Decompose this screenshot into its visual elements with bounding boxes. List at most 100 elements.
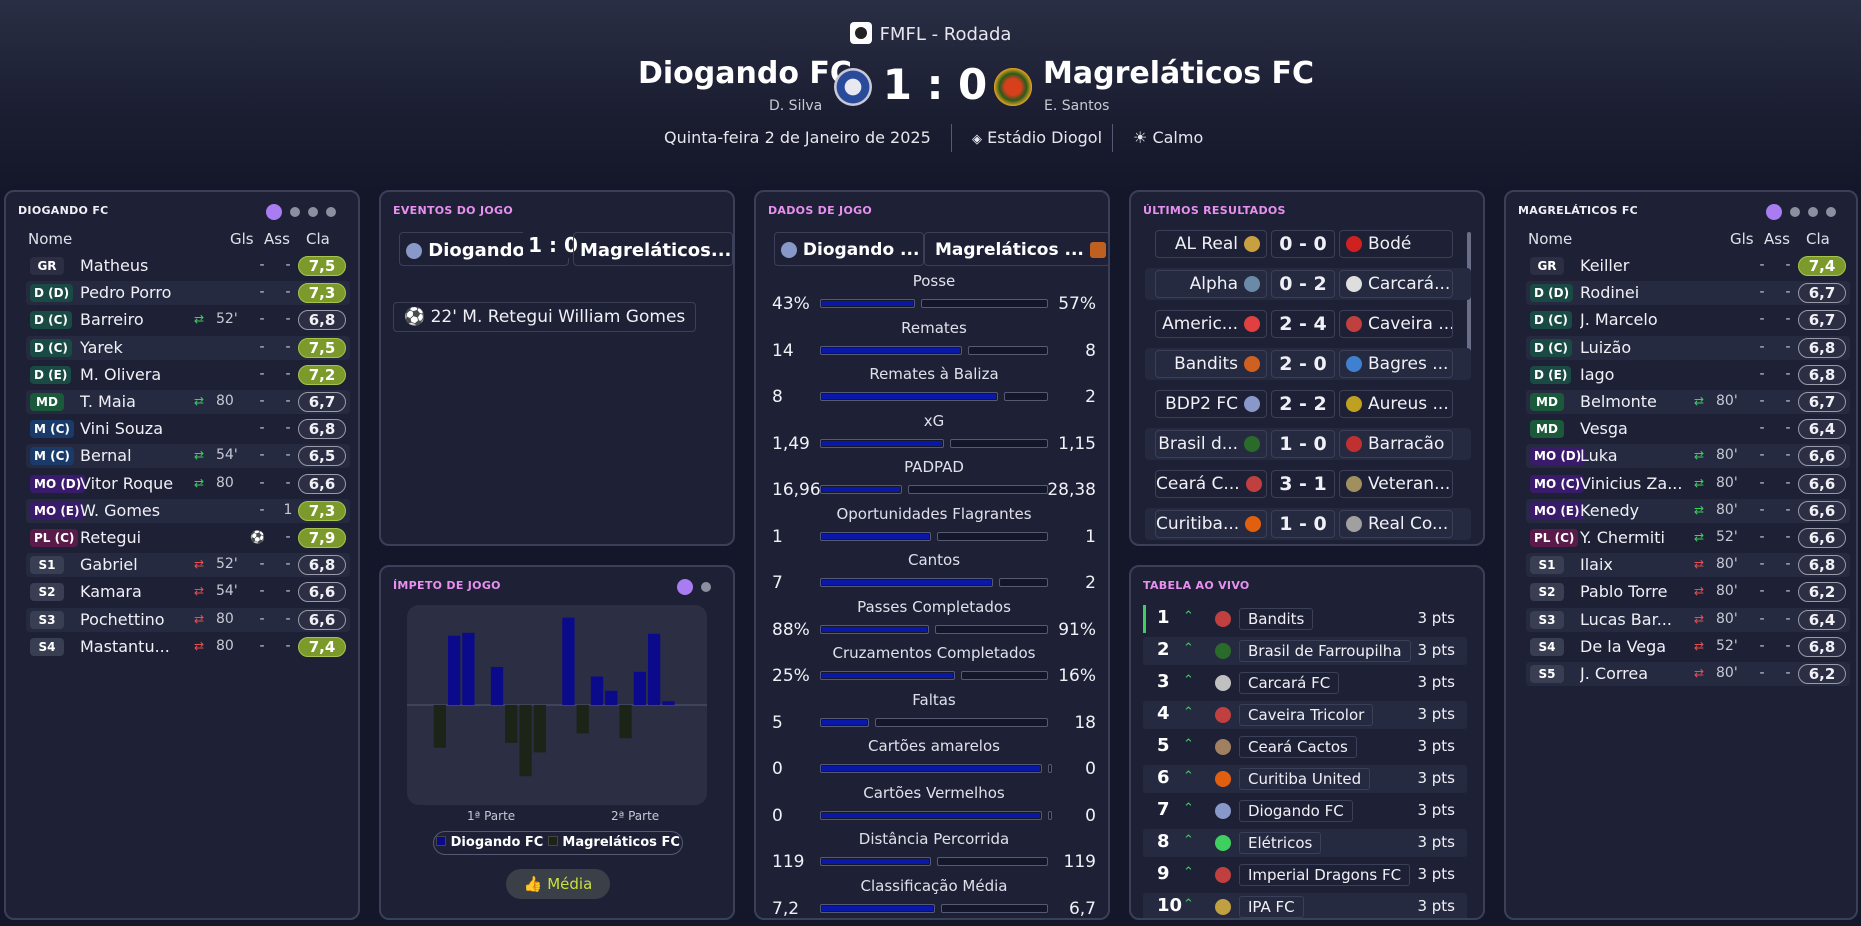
table-team-name[interactable]: Caveira Tricolor xyxy=(1239,704,1374,726)
result-row[interactable]: Brasil d... 1 - 0 Barracão xyxy=(1145,428,1471,460)
player-name[interactable]: Keiller xyxy=(1580,256,1630,275)
league-title[interactable]: FMFL - Rodada xyxy=(0,22,1861,45)
player-name[interactable]: Vinicius Za... xyxy=(1580,473,1683,493)
table-team-name[interactable]: Ceará Cactos xyxy=(1239,736,1357,758)
table-row[interactable]: 3 ⌃ Carcará FC 3 pts xyxy=(1143,669,1467,697)
col-cla-header[interactable]: Cla xyxy=(1806,230,1830,248)
goal-event[interactable]: ⚽ 22' M. Retegui William Gomes xyxy=(393,302,697,332)
player-row[interactable]: D (D) Rodinei - -6,7 xyxy=(1526,281,1850,306)
player-name[interactable]: Ilaix xyxy=(1580,555,1613,575)
player-row[interactable]: S4 Mastantu... ⇄ 80- -7,4 xyxy=(26,635,350,659)
player-row[interactable]: D (C) Barreiro ⇄ 52' - -6,8 xyxy=(26,308,350,332)
result-away-team[interactable]: Aureus ... xyxy=(1339,390,1453,418)
stats-home-team[interactable]: Diogando ... xyxy=(774,232,924,266)
player-row[interactable]: D (E) M. Olivera - -7,2 xyxy=(26,363,350,387)
table-row[interactable]: 1 ⌃ Bandits 3 pts xyxy=(1143,605,1467,633)
player-row[interactable]: D (C) Luizão - -6,8 xyxy=(1526,335,1850,360)
table-row[interactable]: 10 ⌃ IPA FC 3 pts xyxy=(1143,893,1467,918)
player-name[interactable]: Belmonte xyxy=(1580,392,1657,411)
result-row[interactable]: Americ... 2 - 4 Caveira ... xyxy=(1145,308,1471,340)
player-row[interactable]: D (C) Yarek - -7,5 xyxy=(26,335,350,360)
table-team-name[interactable]: Bandits xyxy=(1239,608,1314,630)
player-name[interactable]: T. Maia xyxy=(80,392,136,411)
table-row[interactable]: 2 ⌃ Brasil de Farroupilha 3 pts xyxy=(1143,637,1467,665)
table-row[interactable]: 6 ⌃ Curitiba United 3 pts xyxy=(1143,765,1467,793)
col-cla-header[interactable]: Cla xyxy=(306,230,330,248)
result-home-team[interactable]: Bandits xyxy=(1155,350,1267,378)
col-name-header[interactable]: Nome xyxy=(1528,230,1573,248)
result-away-team[interactable]: Bagres ... xyxy=(1339,350,1453,378)
player-name[interactable]: Bernal xyxy=(80,446,132,466)
player-row[interactable]: GR Keiller - -7,4 xyxy=(1526,254,1850,278)
player-name[interactable]: W. Gomes xyxy=(80,500,161,520)
player-name[interactable]: Yarek xyxy=(80,337,123,357)
col-ass-header[interactable]: Ass xyxy=(264,230,290,248)
player-row[interactable]: M (C) Vini Souza - -6,8 xyxy=(26,417,350,441)
player-name[interactable]: De la Vega xyxy=(1580,636,1667,656)
player-row[interactable]: S1 Gabriel ⇄ 52' - -6,8 xyxy=(26,553,350,578)
table-row[interactable]: 9 ⌃ Imperial Dragons FC 3 pts xyxy=(1143,861,1467,889)
player-row[interactable]: PL (C) Retegui ⚽ -7,9 xyxy=(26,526,350,550)
table-row[interactable]: 7 ⌃ Diogando FC 3 pts xyxy=(1143,797,1467,825)
player-row[interactable]: D (C) J. Marcelo - -6,7 xyxy=(1526,308,1850,332)
average-button[interactable]: 👍 Média xyxy=(506,869,610,899)
table-row[interactable]: 8 ⌃ Elétricos 3 pts xyxy=(1143,829,1467,857)
player-row[interactable]: MO (E) Kenedy ⇄ 80' - -6,6 xyxy=(1526,498,1850,523)
player-name[interactable]: J. Marcelo xyxy=(1580,310,1658,330)
result-home-team[interactable]: BDP2 FC xyxy=(1155,390,1267,418)
result-home-team[interactable]: Ceará C... xyxy=(1155,470,1267,498)
table-team-name[interactable]: IPA FC xyxy=(1239,896,1304,918)
away-team-name[interactable]: Magreláticos FC xyxy=(1043,56,1315,91)
player-row[interactable]: GR Matheus - -7,5 xyxy=(26,254,350,278)
page-dot[interactable] xyxy=(1808,207,1818,217)
player-name[interactable]: Y. Chermiti xyxy=(1580,528,1665,547)
player-name[interactable]: Matheus xyxy=(80,256,149,275)
player-row[interactable]: S2 Kamara ⇄ 54' - -6,6 xyxy=(26,580,350,604)
player-row[interactable]: MO (D) Luka ⇄ 80' - -6,6 xyxy=(1526,444,1850,469)
player-row[interactable]: S3 Lucas Bar... ⇄ 80' - -6,4 xyxy=(1526,607,1850,632)
player-name[interactable]: Kamara xyxy=(80,582,142,602)
player-row[interactable]: S4 De la Vega ⇄ 52' - -6,8 xyxy=(1526,635,1850,659)
player-row[interactable]: MD Vesga - -6,4 xyxy=(1526,417,1850,441)
home-team-name[interactable]: Diogando FC xyxy=(638,56,852,91)
table-team-name[interactable]: Brasil de Farroupilha xyxy=(1239,640,1411,662)
result-away-team[interactable]: Veteran... xyxy=(1339,470,1453,498)
result-home-team[interactable]: Curitiba... xyxy=(1155,510,1267,538)
table-row[interactable]: 4 ⌃ Caveira Tricolor 3 pts xyxy=(1143,701,1467,729)
result-home-team[interactable]: Americ... xyxy=(1155,310,1267,338)
table-team-name[interactable]: Carcará FC xyxy=(1239,672,1340,694)
table-team-name[interactable]: Diogando FC xyxy=(1239,800,1353,822)
player-name[interactable]: Lucas Bar... xyxy=(1580,609,1672,629)
page-dot-active[interactable] xyxy=(677,579,693,595)
result-away-team[interactable]: Bodé xyxy=(1339,230,1453,258)
player-name[interactable]: Mastantu... xyxy=(80,636,170,656)
result-home-team[interactable]: AL Real xyxy=(1155,230,1267,258)
player-row[interactable]: S5 J. Correa ⇄ 80' - -6,2 xyxy=(1526,662,1850,686)
player-name[interactable]: Iago xyxy=(1580,364,1615,384)
player-name[interactable]: Vitor Roque xyxy=(80,473,174,493)
stadium-info[interactable]: ◈ Estádio Diogol xyxy=(972,128,1102,147)
result-row[interactable]: Ceará C... 3 - 1 Veteran... xyxy=(1145,468,1471,500)
player-row[interactable]: S2 Pablo Torre ⇄ 80' - -6,2 xyxy=(1526,580,1850,604)
col-name-header[interactable]: Nome xyxy=(28,230,73,248)
result-away-team[interactable]: Real Co... xyxy=(1339,510,1453,538)
page-dot[interactable] xyxy=(1826,207,1836,217)
player-row[interactable]: D (D) Pedro Porro - -7,3 xyxy=(26,281,350,306)
result-row[interactable]: AL Real 0 - 0 Bodé xyxy=(1145,228,1471,260)
player-row[interactable]: S3 Pochettino ⇄ 80- -6,6 xyxy=(26,607,350,632)
player-name[interactable]: Kenedy xyxy=(1580,500,1640,520)
player-row[interactable]: MD T. Maia ⇄ 80- -6,7 xyxy=(26,390,350,414)
col-gls-header[interactable]: Gls xyxy=(1730,230,1754,248)
table-team-name[interactable]: Curitiba United xyxy=(1239,768,1371,790)
result-away-team[interactable]: Caveira ... xyxy=(1339,310,1453,338)
result-home-team[interactable]: Brasil d... xyxy=(1155,430,1267,458)
player-row[interactable]: MO (C) Vinicius Za... ⇄ 80' - -6,6 xyxy=(1526,472,1850,496)
table-row[interactable]: 5 ⌃ Ceará Cactos 3 pts xyxy=(1143,733,1467,761)
player-name[interactable]: Barreiro xyxy=(80,310,144,330)
player-name[interactable]: Luka xyxy=(1580,446,1618,466)
player-name[interactable]: Retegui xyxy=(80,528,142,547)
player-name[interactable]: Vini Souza xyxy=(80,419,163,439)
page-dot-active[interactable] xyxy=(266,204,282,220)
result-row[interactable]: Curitiba... 1 - 0 Real Co... xyxy=(1145,508,1471,540)
player-name[interactable]: Pedro Porro xyxy=(80,283,172,303)
